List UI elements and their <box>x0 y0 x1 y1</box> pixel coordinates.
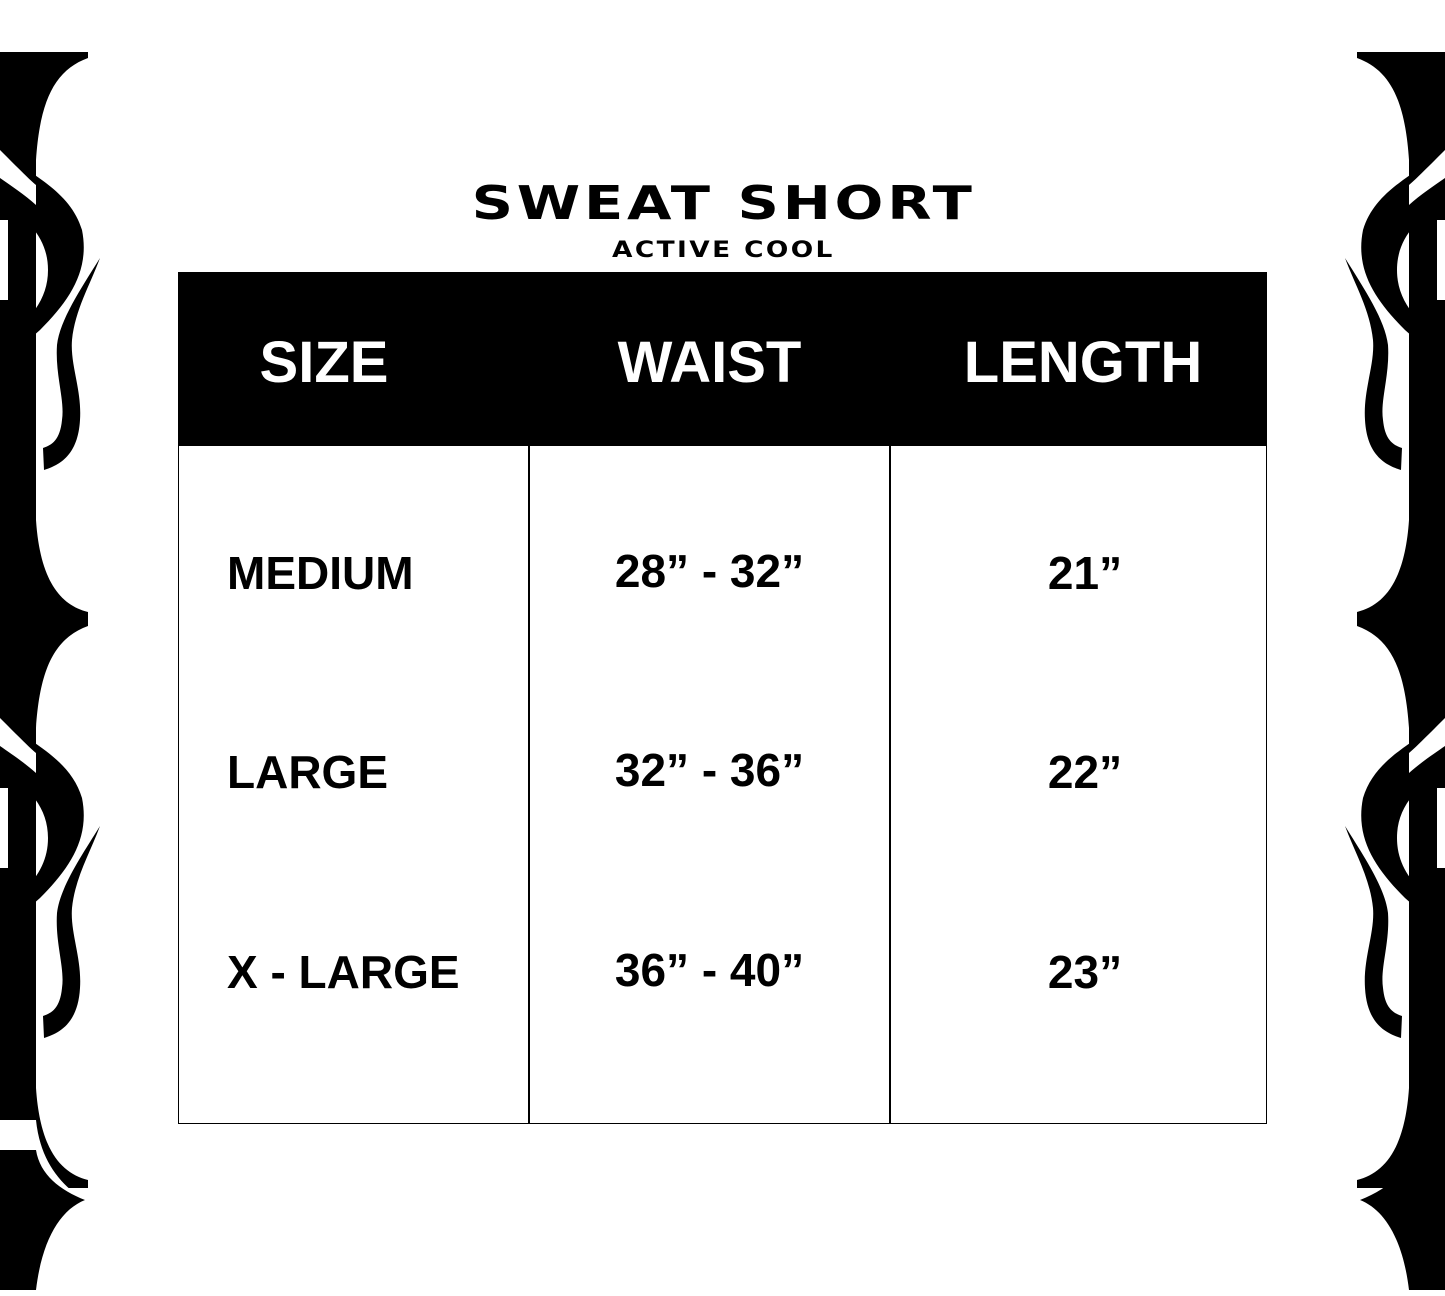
header-length: LENGTH <box>963 330 1203 395</box>
row-medium-size: MEDIUM <box>227 547 414 599</box>
column-divider <box>528 446 530 1123</box>
row-large-length: 22” <box>1047 746 1123 798</box>
column-divider <box>889 446 891 1123</box>
chart-title: SWEAT SHORT <box>471 176 976 230</box>
row-xlarge-waist: 36” - 40” <box>614 944 805 996</box>
chart-subtitle: ACTIVE COOL <box>612 238 835 263</box>
row-xlarge-length: 23” <box>1047 946 1123 998</box>
row-large-waist: 32” - 36” <box>614 744 805 796</box>
header-waist: WAIST <box>617 330 802 395</box>
size-table: SIZE WAIST LENGTH MEDIUM 28” - 32” 21” L… <box>178 272 1267 1124</box>
row-xlarge-size: X - LARGE <box>227 946 460 998</box>
tribal-ornament-left <box>0 52 100 1296</box>
row-large-size: LARGE <box>227 746 388 798</box>
row-medium-waist: 28” - 32” <box>614 545 805 597</box>
row-medium-length: 21” <box>1047 547 1123 599</box>
table-header: SIZE WAIST LENGTH <box>179 273 1266 446</box>
tribal-ornament-right <box>1345 52 1445 1290</box>
header-size: SIZE <box>259 330 389 395</box>
